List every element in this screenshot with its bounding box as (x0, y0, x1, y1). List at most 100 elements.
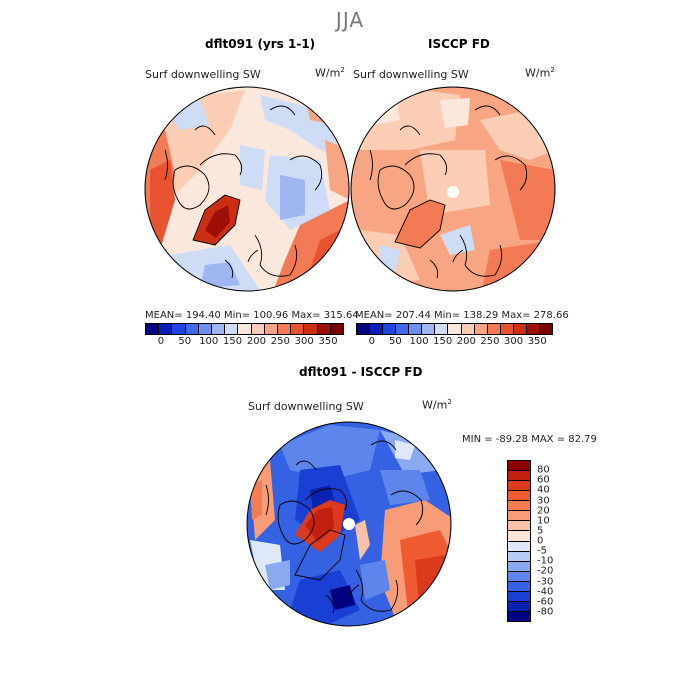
diff-units-label: W/m2 (422, 398, 452, 412)
diff-colorbar-tick-label: -10 (537, 555, 554, 567)
model-coastlines (164, 105, 323, 279)
model-colorbar-tick-label: 100 (199, 336, 219, 347)
diff-colorbar-tick-label: 5 (537, 525, 544, 537)
diff-stats: MIN = -89.28 MAX = 82.79 (462, 434, 597, 445)
model-colorbar-swatch (185, 324, 199, 334)
obs-colorbar-swatch (409, 324, 423, 334)
diff-panel-title: dflt091 - ISCCP FD (299, 365, 423, 379)
diff-colorbar-tick-label: 20 (537, 505, 550, 517)
model-colorbar-swatch (159, 324, 173, 334)
obs-units-exp: 2 (550, 66, 555, 74)
diff-coastlines (265, 440, 424, 614)
model-colorbar-tick-label: 150 (223, 336, 243, 347)
model-units-base: W/m (315, 66, 341, 80)
model-map-boundary (144, 86, 350, 292)
model-units-label: W/m2 (315, 66, 345, 80)
figure-title: JJA (335, 8, 365, 32)
model-colorbar-swatch (146, 324, 160, 334)
obs-colorbar-swatch (383, 324, 397, 334)
diff-map-boundary (246, 421, 452, 627)
model-colorbar-swatch (198, 324, 213, 334)
obs-colorbar-swatch (357, 324, 371, 334)
diff-colorbar-tick-label: 40 (537, 484, 550, 496)
obs-colorbar-swatch (435, 324, 449, 334)
diff-variable-label: Surf downwelling SW (248, 400, 364, 413)
diff-colorbar-swatch (508, 491, 530, 502)
model-colorbar-ticks: 0 50 100 150 200 250 300 350 (145, 336, 344, 350)
obs-colorbar-swatch (396, 324, 410, 334)
diff-colorbar-tick-label: 60 (537, 474, 550, 486)
obs-colorbar-swatch (487, 324, 501, 334)
obs-colorbar-tick-label: 200 (456, 336, 476, 347)
obs-colorbar-tick-label: 0 (368, 336, 375, 347)
diff-colorbar-tick-label: 0 (537, 535, 544, 547)
diff-colorbar-swatch (508, 551, 530, 562)
obs-colorbar-swatch (539, 324, 552, 334)
obs-colorbar-tick-label: 350 (527, 336, 547, 347)
obs-colorbar-tick-label: 300 (504, 336, 524, 347)
model-colorbar-swatch (212, 324, 226, 334)
obs-colorbar-ticks: 0 50 100 150 200 250 300 350 (356, 336, 553, 350)
obs-map-boundary (350, 86, 556, 292)
model-colorbar-swatch (251, 324, 265, 334)
model-stats: MEAN= 194.40 Min= 100.96 Max= 315.64 (145, 310, 359, 321)
obs-units-label: W/m2 (525, 66, 555, 80)
diff-colorbar-tick-label: -40 (537, 586, 554, 598)
model-colorbar-swatch (264, 324, 279, 334)
obs-colorbar-swatch (422, 324, 436, 334)
diff-colorbar-swatch (508, 531, 530, 542)
diff-colorbar-swatch (508, 501, 530, 512)
diff-colorbar-swatch (508, 571, 530, 582)
diff-colorbar-swatch (508, 601, 530, 612)
model-colorbar-tick-label: 50 (178, 336, 192, 347)
obs-colorbar-tick-label: 150 (433, 336, 453, 347)
obs-units-base: W/m (525, 66, 551, 80)
obs-coastlines (369, 105, 528, 279)
model-colorbar-tick-label: 300 (294, 336, 314, 347)
diff-colorbar-swatch (508, 611, 530, 621)
diff-colorbar-tick-label: 80 (537, 464, 550, 476)
model-colorbar-swatch (304, 324, 318, 334)
model-colorbar-swatch (172, 324, 186, 334)
obs-colorbar-swatch (461, 324, 475, 334)
diff-colorbar-swatch (508, 481, 530, 492)
diff-colorbar-tick-label: 30 (537, 495, 550, 506)
diff-colorbar (507, 460, 531, 622)
diff-colorbar-tick-label: 10 (537, 515, 550, 527)
model-colorbar-swatch (225, 324, 239, 334)
diff-colorbar-tick-label: -30 (537, 576, 554, 587)
diff-colorbar-tick-label: -80 (537, 606, 554, 618)
diff-colorbar-tick-label: -5 (537, 545, 547, 557)
model-colorbar-swatch (238, 324, 252, 334)
obs-colorbar (356, 323, 553, 335)
model-colorbar-swatch (330, 324, 344, 334)
diff-units-base: W/m (422, 398, 448, 412)
model-colorbar-tick-label: 350 (318, 336, 338, 347)
diff-pole-hole (343, 518, 355, 530)
model-units-exp: 2 (340, 66, 345, 74)
obs-colorbar-tick-label: 250 (480, 336, 500, 347)
model-colorbar-swatch (278, 324, 292, 334)
diff-colorbar-swatch (508, 591, 530, 602)
model-colorbar-swatch (291, 324, 305, 334)
diff-colorbar-swatch (508, 521, 530, 532)
diff-colorbar-ticks: 80 60 40 30 20 10 5 0 -5 -10 -20 -30 -40 -60 -80 (537, 460, 587, 622)
diff-colorbar-swatch (508, 581, 530, 592)
diff-colorbar-swatch (508, 541, 530, 552)
model-colorbar-tick-label: 0 (157, 336, 165, 347)
obs-colorbar-swatch (500, 324, 514, 334)
model-colorbar-tick-label: 250 (270, 336, 290, 347)
obs-colorbar-swatch (370, 324, 384, 334)
obs-colorbar-tick-label: 100 (409, 336, 429, 347)
model-colorbar (145, 323, 344, 335)
obs-colorbar-swatch (526, 324, 540, 334)
model-colorbar-swatch (317, 324, 331, 334)
obs-panel-title: ISCCP FD (428, 37, 490, 51)
diff-colorbar-swatch (508, 461, 530, 472)
obs-stats: MEAN= 207.44 Min= 138.29 Max= 278.66 (355, 310, 569, 321)
obs-colorbar-tick-label: 50 (389, 336, 402, 347)
